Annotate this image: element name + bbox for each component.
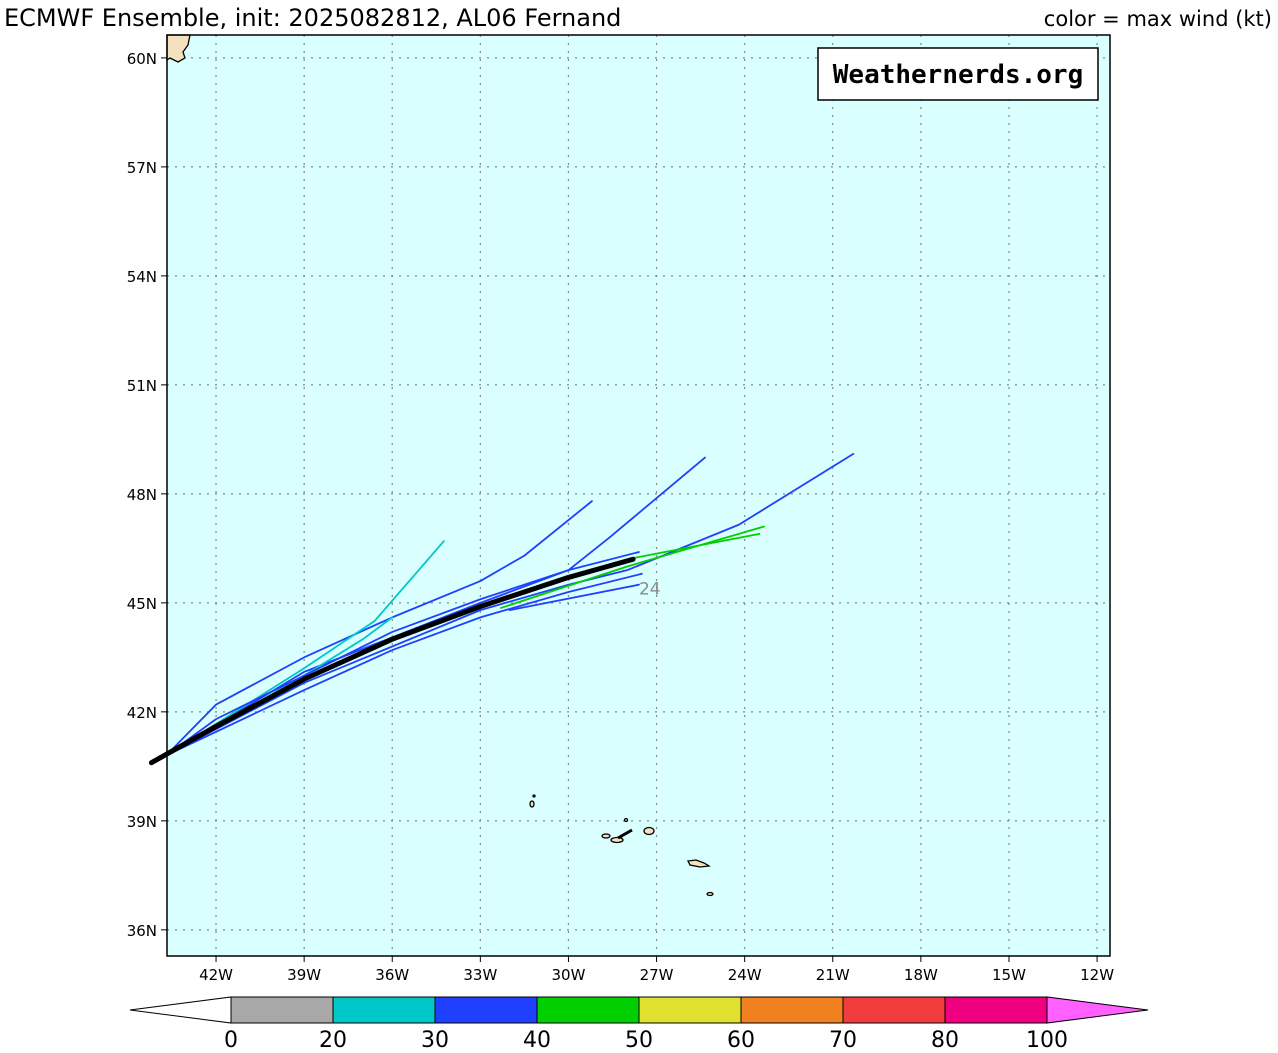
ensemble-track bbox=[508, 583, 640, 612]
colorbar-segment bbox=[842, 996, 946, 1024]
map-subtitle: color = max wind (kt) bbox=[1044, 7, 1272, 31]
colorbar-segment bbox=[332, 996, 436, 1024]
colorbar-label: 20 bbox=[319, 1028, 347, 1053]
colorbar-segment bbox=[638, 996, 742, 1024]
colorbar-under bbox=[129, 996, 232, 1024]
ocean bbox=[167, 35, 1110, 956]
x-tick-label: 27W bbox=[640, 966, 674, 984]
tracks: 24 bbox=[148, 453, 855, 766]
x-tick-label: 24W bbox=[728, 966, 762, 984]
ensemble-track bbox=[165, 456, 706, 757]
land bbox=[166, 34, 714, 897]
island bbox=[529, 800, 535, 808]
ensemble-track bbox=[500, 525, 765, 609]
x-tick-label: 18W bbox=[904, 966, 938, 984]
grid bbox=[167, 35, 1110, 956]
island bbox=[687, 859, 711, 868]
colorbar-over bbox=[1046, 996, 1149, 1024]
island bbox=[601, 833, 611, 839]
map-frame bbox=[166, 34, 1111, 957]
mean-track bbox=[148, 556, 636, 766]
y-tick-label: 60N bbox=[127, 50, 157, 68]
y-tick-label: 39N bbox=[127, 813, 157, 831]
map-title: ECMWF Ensemble, init: 2025082812, AL06 F… bbox=[4, 4, 621, 32]
y-tick-label: 54N bbox=[127, 268, 157, 286]
colorbar-label: 100 bbox=[1026, 1028, 1068, 1053]
island bbox=[706, 891, 714, 897]
watermark: Weathernerds.org bbox=[833, 60, 1083, 90]
colorbar-label: 0 bbox=[224, 1028, 238, 1053]
watermark-box bbox=[817, 47, 1099, 101]
colorbar-label: 80 bbox=[931, 1028, 959, 1053]
y-tick-label: 51N bbox=[127, 377, 157, 395]
colorbar-segment bbox=[434, 996, 538, 1024]
colorbar-segment bbox=[536, 996, 640, 1024]
y-tick-label: 42N bbox=[127, 704, 157, 722]
x-tick-label: 21W bbox=[816, 966, 850, 984]
colorbar-label: 50 bbox=[625, 1028, 653, 1053]
colorbar-segment bbox=[230, 996, 334, 1024]
greenland bbox=[166, 34, 191, 63]
x-tick-label: 15W bbox=[992, 966, 1026, 984]
colorbar-segment bbox=[944, 996, 1048, 1024]
x-tick-label: 42W bbox=[199, 966, 233, 984]
island bbox=[617, 828, 633, 840]
island bbox=[623, 817, 629, 823]
x-tick-label: 33W bbox=[463, 966, 497, 984]
ensemble-track bbox=[165, 453, 855, 757]
colorbar: 0 20 30 40 50 60 70 80 100 bbox=[129, 996, 1149, 1053]
x-tick-label: 39W bbox=[287, 966, 321, 984]
x-tick-label: 30W bbox=[551, 966, 585, 984]
island bbox=[643, 826, 655, 836]
island bbox=[610, 836, 624, 844]
island bbox=[532, 794, 536, 798]
colorbar-label: 30 bbox=[421, 1028, 449, 1053]
y-tick-label: 36N bbox=[127, 922, 157, 940]
ensemble-track bbox=[165, 540, 445, 757]
colorbar-label: 70 bbox=[829, 1028, 857, 1053]
ensemble-track bbox=[626, 532, 761, 561]
colorbar-label: 40 bbox=[523, 1028, 551, 1053]
track-annotation: 24 bbox=[639, 579, 661, 599]
y-tick-label: 48N bbox=[127, 486, 157, 504]
y-tick-label: 45N bbox=[127, 595, 157, 613]
y-tick-label: 57N bbox=[127, 159, 157, 177]
x-tick-label: 12W bbox=[1080, 966, 1114, 984]
ensemble-track bbox=[165, 572, 643, 757]
colorbar-label: 60 bbox=[727, 1028, 755, 1053]
colorbar-segment bbox=[740, 996, 844, 1024]
ensemble-track bbox=[165, 551, 640, 757]
x-tick-label: 36W bbox=[375, 966, 409, 984]
